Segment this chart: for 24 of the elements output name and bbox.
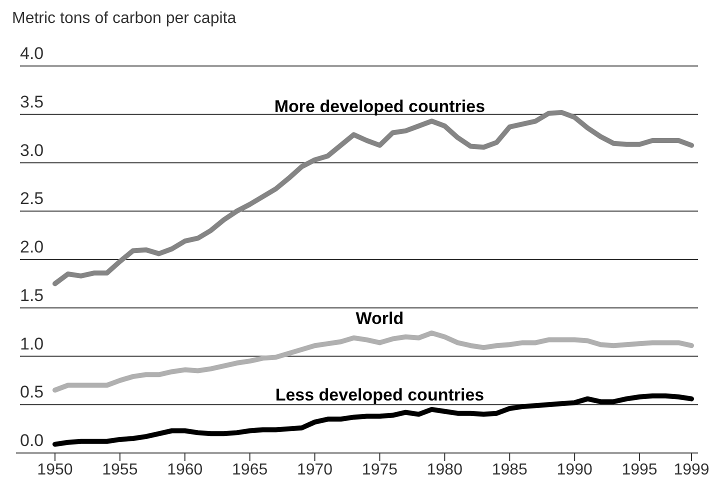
y-axis-title: Metric tons of carbon per capita [12,10,236,28]
y-tick-label: 3.0 [20,140,44,160]
x-tick-label: 1960 [167,461,203,478]
y-tick-label: 2.5 [20,189,44,208]
y-tick-label: 2.0 [20,238,44,256]
y-tick-label: 3.5 [20,92,44,112]
x-tick-label: 1975 [362,461,398,478]
x-tick-label: 1970 [296,461,333,478]
x-tick-label: 1950 [37,461,73,478]
x-tick-label: 1999 [674,461,710,478]
x-tick-label: 1995 [622,461,658,478]
x-tick-label: 1985 [492,461,528,478]
x-tick-label: 1980 [426,461,463,478]
series-label: More developed countries [274,97,486,116]
series-label: World [356,309,404,328]
y-tick-label: 1.5 [20,286,44,305]
x-tick-label: 1990 [556,461,592,478]
x-tick-label: 1965 [232,461,268,478]
y-tick-label: 4.0 [20,44,44,63]
y-tick-label: 0.5 [20,382,44,402]
y-tick-label: 1.0 [20,334,44,354]
y-tick-label: 0.0 [20,431,44,450]
x-tick-label: 1955 [102,461,138,478]
series-label: Less developed countries [275,385,484,404]
